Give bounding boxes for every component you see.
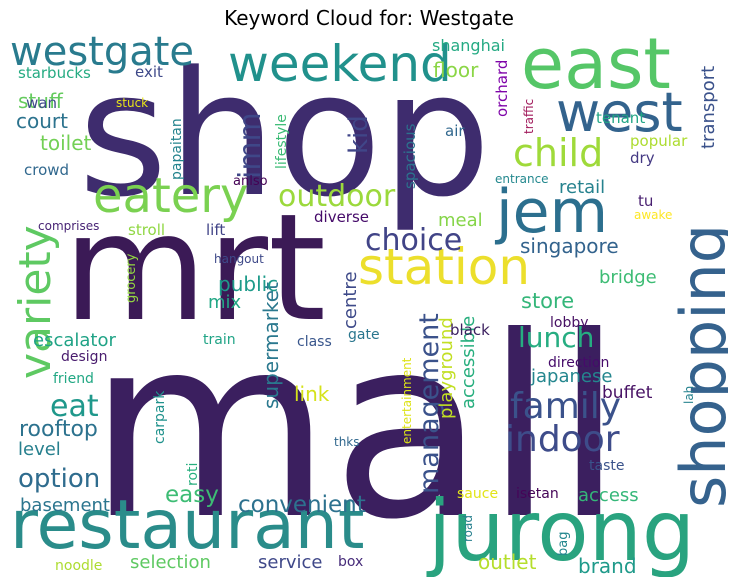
word-public: public bbox=[218, 272, 279, 296]
word-shopping: shopping bbox=[667, 223, 728, 508]
word-transport: transport bbox=[698, 65, 719, 149]
word-option: option bbox=[18, 464, 101, 494]
word-stroll: stroll bbox=[128, 221, 166, 239]
word-toilet: toilet bbox=[40, 131, 92, 155]
word-west: west bbox=[556, 81, 683, 144]
word-basement: basement bbox=[20, 495, 110, 516]
word-roti: roti bbox=[185, 462, 201, 486]
word-traffic: traffic bbox=[522, 98, 536, 134]
word-rooftop: rooftop bbox=[19, 417, 98, 442]
word-brand: brand bbox=[578, 554, 637, 577]
word-eatery: eatery bbox=[93, 168, 249, 224]
word-eat: eat bbox=[50, 389, 99, 424]
word-lobby: lobby bbox=[550, 315, 589, 331]
word-choice: choice bbox=[365, 223, 463, 258]
word-restaurant: restaurant bbox=[10, 486, 365, 565]
word-hangout: hangout bbox=[214, 252, 264, 266]
word-court: court bbox=[16, 109, 68, 133]
word-black: black bbox=[450, 321, 490, 339]
word-lift: lift bbox=[206, 221, 226, 239]
word-cloud: mall shop mrt restaurant jurong east shopping s… bbox=[8, 34, 728, 577]
word-buffet: buffet bbox=[602, 383, 653, 403]
word-class: class bbox=[297, 334, 332, 350]
word-store: store bbox=[521, 289, 575, 313]
word-retail: retail bbox=[559, 177, 606, 198]
word-access: access bbox=[578, 485, 639, 506]
word-weekend: weekend bbox=[228, 35, 452, 93]
word-singapore: singapore bbox=[520, 234, 619, 258]
word-indoor: indoor bbox=[505, 419, 620, 460]
word-tenant: tenant bbox=[596, 109, 646, 127]
word-direction: direction bbox=[548, 355, 610, 371]
word-popular: popular bbox=[630, 132, 688, 150]
word-imm: imm bbox=[233, 112, 268, 179]
word-shanghai: shanghai bbox=[432, 36, 505, 55]
word-sauce: sauce bbox=[457, 486, 499, 502]
word-family: family bbox=[510, 386, 622, 427]
word-mall: mall bbox=[88, 283, 624, 574]
word-easy: easy bbox=[165, 482, 219, 508]
word-awake: awake bbox=[634, 208, 673, 222]
word-outdoor: outdoor bbox=[278, 179, 396, 214]
word-centre: centre bbox=[340, 271, 361, 329]
word-friend: friend bbox=[53, 371, 94, 387]
word-meal: meal bbox=[438, 210, 483, 231]
word-level: level bbox=[18, 439, 61, 460]
word-shop: shop bbox=[78, 34, 492, 235]
word-bag: bag bbox=[556, 531, 571, 556]
word-tu: tu bbox=[638, 192, 654, 210]
word-air: air bbox=[445, 122, 465, 140]
word-train: train bbox=[203, 332, 236, 348]
word-convenient: convenient bbox=[238, 492, 366, 518]
word-selection: selection bbox=[130, 552, 211, 573]
word-lifestyle: lifestyle bbox=[274, 114, 290, 169]
word-taste: taste bbox=[589, 458, 625, 474]
word-entrance: entrance bbox=[495, 172, 549, 186]
chart-title: Keyword Cloud for: Westgate bbox=[224, 6, 514, 30]
word-papaitan: papaitan bbox=[169, 118, 185, 180]
word-road: road bbox=[461, 515, 475, 542]
word-gate: gate bbox=[348, 327, 380, 343]
word-orchard: orchard bbox=[493, 59, 511, 117]
word-mrt: mrt bbox=[63, 182, 327, 354]
word-jem: jem bbox=[496, 177, 609, 247]
word-east: east bbox=[521, 34, 671, 105]
word-floor: floor bbox=[433, 58, 479, 82]
word-design: design bbox=[61, 349, 108, 365]
word-japanese: japanese bbox=[531, 366, 613, 387]
word-lunch: lunch bbox=[518, 321, 595, 354]
word-kid: kid bbox=[344, 115, 374, 154]
word-variety: variety bbox=[10, 225, 61, 379]
word-diverse: diverse bbox=[314, 208, 370, 226]
word-escalator: escalator bbox=[33, 330, 116, 351]
word-bridge: bridge bbox=[599, 267, 657, 288]
word-comprises: comprises bbox=[38, 219, 100, 233]
word-exit: exit bbox=[135, 63, 163, 81]
word-jurong: jurong bbox=[428, 482, 696, 577]
word-service: service bbox=[258, 552, 323, 573]
word-starbucks: starbucks bbox=[18, 64, 91, 82]
word-wan: wan bbox=[26, 94, 57, 112]
word-spacious: spacious bbox=[401, 123, 419, 189]
word-mix: mix bbox=[208, 292, 242, 313]
word-lah: lah bbox=[682, 385, 696, 404]
word-entertainment: entertainment bbox=[400, 357, 414, 444]
word-grocery: grocery bbox=[124, 253, 139, 303]
word-outlet: outlet bbox=[478, 550, 537, 574]
word-station: station bbox=[358, 238, 531, 296]
word-child: child bbox=[513, 131, 604, 175]
word-westgate: westgate bbox=[10, 34, 195, 75]
word-link: link bbox=[294, 382, 330, 406]
word-box: box bbox=[338, 554, 364, 570]
word-noodle: noodle bbox=[55, 558, 103, 574]
word-anlso: anlso bbox=[233, 174, 268, 189]
word-dry: dry bbox=[630, 149, 655, 167]
word-isetan: isetan bbox=[516, 486, 559, 502]
word-crowd: crowd bbox=[24, 161, 70, 179]
word-thks: thks bbox=[334, 435, 360, 449]
word-stuff: stuff bbox=[18, 89, 63, 113]
word-stuck: stuck bbox=[116, 96, 149, 110]
word-supermarket: supermarket bbox=[259, 282, 283, 409]
word-carpark: carpark bbox=[152, 390, 168, 444]
